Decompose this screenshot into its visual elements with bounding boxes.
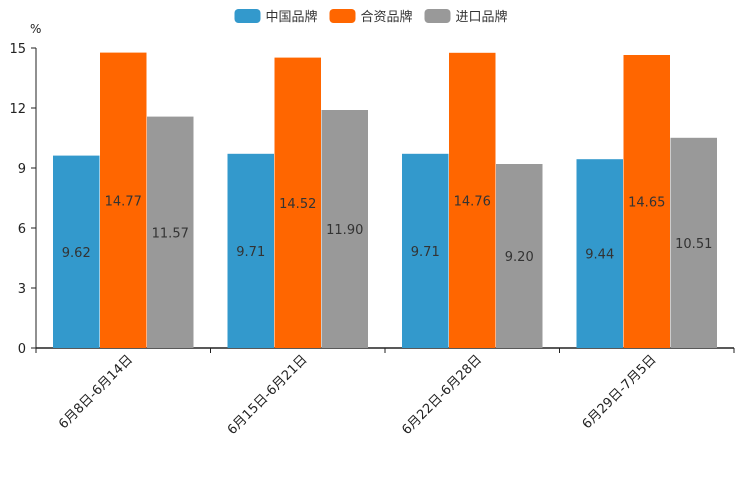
bar bbox=[402, 153, 449, 348]
bar bbox=[53, 155, 100, 348]
bars bbox=[53, 52, 717, 349]
bar-data-label: 9.20 bbox=[505, 250, 534, 265]
y-axis-unit: % bbox=[30, 22, 41, 36]
bar-data-label: 9.62 bbox=[62, 246, 91, 261]
legend-label: 合资品牌 bbox=[361, 9, 413, 25]
bar bbox=[576, 159, 623, 348]
legend: 中国品牌 合资品牌 进口品牌 bbox=[234, 9, 508, 25]
y-tick-label: 12 bbox=[9, 102, 26, 117]
bar bbox=[100, 52, 147, 348]
legend-label: 中国品牌 bbox=[266, 9, 318, 25]
y-tick-label: 9 bbox=[18, 162, 26, 177]
bar-data-label: 9.71 bbox=[236, 245, 265, 260]
y-tick-label: 3 bbox=[18, 282, 26, 297]
y-tick-label: 6 bbox=[18, 222, 26, 237]
y-tick-label: 15 bbox=[9, 42, 26, 57]
bar bbox=[670, 137, 717, 348]
y-tick-label: 0 bbox=[18, 342, 26, 357]
bar-data-label: 11.90 bbox=[326, 223, 363, 238]
bar bbox=[449, 52, 496, 349]
bar-data-label: 14.77 bbox=[105, 194, 142, 209]
x-category-label: 6月29日-7月5日 bbox=[580, 352, 660, 432]
bar bbox=[147, 116, 194, 348]
bar-data-label: 14.52 bbox=[279, 197, 316, 212]
bar-labels: 9.62 9.71 9.71 9.44 14.77 14.52 14.76 14.65 11.5… bbox=[62, 194, 713, 265]
bar-data-label: 10.51 bbox=[675, 237, 712, 252]
bar-data-label: 9.71 bbox=[411, 245, 440, 260]
legend-swatch bbox=[329, 9, 356, 23]
bar-data-label: 11.57 bbox=[152, 226, 189, 241]
bar-data-label: 14.76 bbox=[454, 194, 491, 209]
legend-swatch bbox=[234, 9, 261, 23]
bar bbox=[227, 153, 274, 348]
legend-swatch bbox=[424, 9, 451, 23]
legend-label: 进口品牌 bbox=[456, 9, 508, 25]
x-axis: 6月8日-6月14日 6月15日-6月21日 6月22日-6月28日 6月29日-7月… bbox=[35, 347, 735, 438]
x-category-label: 6月15日-6月21日 bbox=[225, 352, 311, 438]
x-category-label: 6月22日-6月28日 bbox=[399, 352, 485, 438]
y-axis: 0 3 6 9 12 15 bbox=[9, 42, 37, 357]
bar bbox=[274, 57, 321, 348]
x-category-label: 6月8日-6月14日 bbox=[56, 352, 136, 432]
bar-data-label: 9.44 bbox=[585, 248, 614, 263]
bar bbox=[623, 55, 670, 348]
bar bbox=[496, 164, 543, 348]
bar-data-label: 14.65 bbox=[628, 196, 665, 211]
bar bbox=[321, 110, 368, 348]
